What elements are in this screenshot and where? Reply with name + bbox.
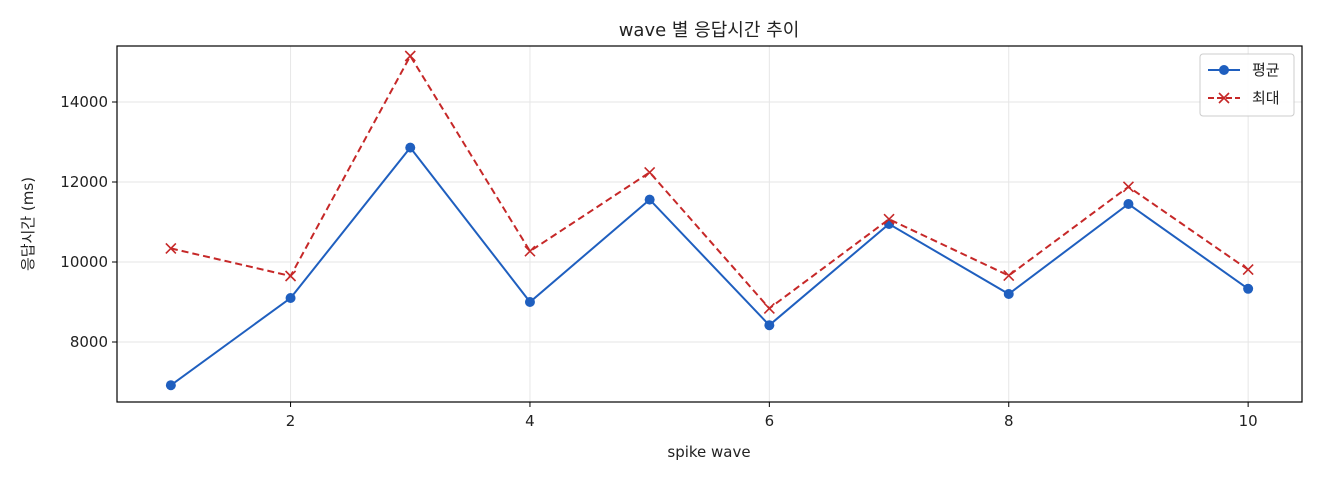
x-tick-label: 10 [1239,412,1258,430]
grid-layer [117,46,1302,402]
data-point-avg [644,194,655,205]
data-point-avg [165,380,176,391]
data-point-max [763,302,775,314]
series-line-avg [170,145,1249,387]
x-tick-label: 4 [525,412,535,430]
x-tick-label: 6 [765,412,775,430]
data-point-avg [405,142,416,153]
series-layer [165,50,1254,391]
tick-layer: 2 4 6 8 10 8000 10000 12000 14000 [60,93,1257,430]
data-point-max [1122,181,1135,193]
data-point-avg [1123,199,1134,209]
legend-label-max: 최대 [1252,89,1280,107]
y-tick-label: 10000 [60,253,108,271]
data-point-max [1003,270,1015,282]
data-point-max [1242,264,1254,276]
legend-box [1199,53,1295,117]
plot-frame [116,45,1303,403]
chart-title: wave 별 응답시간 추이 [619,20,800,41]
legend-label-avg: 평균 [1252,61,1280,79]
y-tick-label: 12000 [60,173,108,191]
data-point-max [644,166,656,178]
data-point-avg [285,293,296,303]
data-point-max [404,50,416,62]
y-tick-label: 8000 [70,333,108,351]
data-point-avg [1003,289,1014,299]
x-tick-label: 8 [1004,412,1014,430]
data-point-max [165,242,177,254]
series-line-max [170,54,1249,310]
data-point-max [883,213,895,225]
x-tick-label: 2 [286,412,296,430]
data-point-avg [524,297,535,307]
y-axis-label: 응답시간 (ms) [19,177,37,271]
data-point-avg [764,320,775,331]
y-tick-label: 14000 [60,93,108,111]
data-point-max [284,270,297,282]
data-point-max [524,245,536,257]
data-point-avg [1243,283,1254,294]
x-axis-label: spike wave [667,443,750,461]
legend-marker-avg [1219,65,1229,75]
legend-marker-max [1218,92,1230,104]
